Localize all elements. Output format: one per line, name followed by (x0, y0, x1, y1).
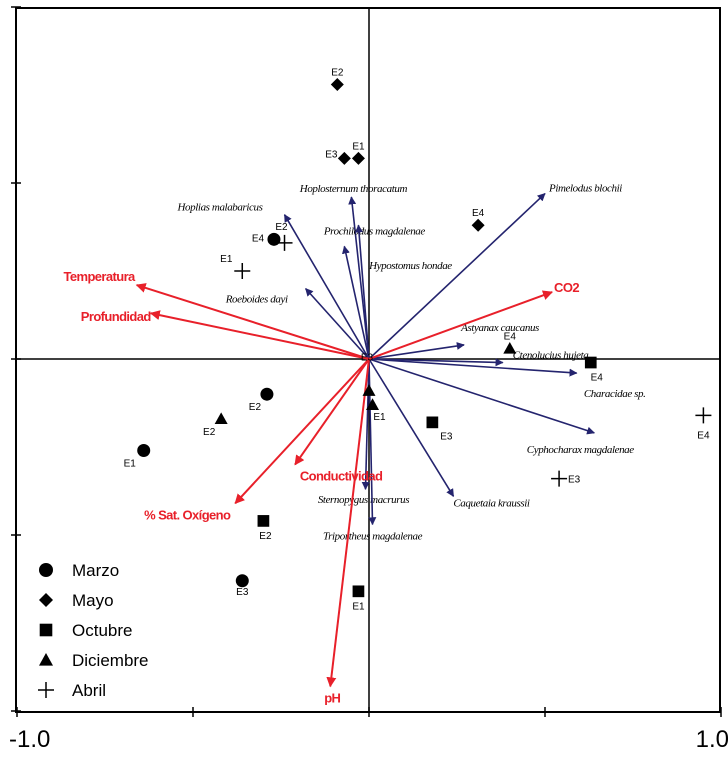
environmental-vectors: Temperatura Profundidad CO2 Conductividad % … (63, 269, 579, 705)
species-label-pimelodus-blochii: Pimelodus blochii (548, 183, 622, 195)
species-arrow-pimelodus-blochii (368, 192, 546, 360)
site-point-octubre-e3 (426, 416, 439, 429)
site-points: E1 E2 E3 E4 E1 E2 E3 E4 E1 E2 E3 E4 E1 E2 E3 E4 E1 E2 E3 E4 (124, 67, 712, 612)
axis-ticks (11, 6, 722, 717)
env-label-temperatura: Temperatura (63, 269, 136, 284)
species-vectors: Pimelodus blochii Hoplias malabaricus Hopl… (177, 183, 646, 543)
site-point-abril-e4 (695, 407, 712, 424)
env-arrow-profundidad (149, 310, 370, 360)
site-label-diciembre-e2: E2 (203, 427, 216, 438)
species-arrow-astyanax-caucanus (368, 342, 465, 360)
site-point-marzo-e3 (235, 574, 249, 588)
legend-marker-abril (38, 682, 54, 698)
species-label-sternopygus-macrurus: Sternopygus macrurus (318, 494, 409, 506)
site-label-octubre-e2: E2 (259, 531, 272, 542)
site-label-mayo-e2: E2 (331, 67, 344, 78)
species-label-roeboides-dayi: Roeboides dayi (225, 294, 288, 306)
species-label-characidae-sp: Characidae sp. (584, 388, 646, 400)
legend-label-diciembre: Diciembre (72, 651, 149, 670)
env-arrow-sat-ox-geno (234, 358, 370, 505)
species-arrow-cyphocharax-magdalenae (368, 358, 596, 435)
species-label-ctenolucius-hujeta: Ctenolucius hujeta (513, 350, 589, 362)
species-label-cyphocharax-magdalenae: Cyphocharax magdalenae (527, 444, 634, 456)
site-label-octubre-e1: E1 (352, 601, 365, 612)
env-label-conductividad: Conductividad (300, 469, 383, 484)
env-label-sat-ox-geno: % Sat. Oxígeno (144, 507, 231, 522)
site-point-octubre-e1 (352, 585, 365, 598)
site-point-mayo-e2 (330, 77, 344, 91)
site-label-octubre-e3: E3 (440, 431, 453, 442)
site-label-marzo-e2: E2 (249, 402, 262, 413)
site-label-abril-e2: E2 (275, 222, 288, 233)
site-point-diciembre-e2 (214, 412, 228, 425)
species-label-triportheus-magdalenae: Triportheus magdalenae (323, 530, 423, 542)
legend-marker-marzo (39, 563, 53, 577)
x-tick-labels: -1.0 1.0 (9, 726, 728, 753)
species-arrow-hypostomus-hondae (355, 224, 370, 360)
site-point-mayo-e4 (471, 218, 485, 232)
site-point-diciembre-e4 (503, 341, 517, 354)
site-label-marzo-e3: E3 (236, 587, 249, 598)
env-label-co2: CO2 (554, 280, 579, 295)
site-label-diciembre-e1: E1 (373, 412, 386, 423)
species-arrow-characidae-sp (368, 358, 578, 377)
site-label-abril-e3: E3 (568, 475, 581, 486)
site-point-abril-e1 (234, 263, 251, 279)
site-label-diciembre-e4: E4 (504, 331, 517, 342)
site-label-abril-e4: E4 (697, 430, 710, 441)
site-point-diciembre-e1 (366, 398, 380, 410)
site-label-abril-e1: E1 (220, 254, 233, 265)
legend-label-marzo: Marzo (72, 561, 119, 580)
site-point-abril-e3 (551, 470, 568, 487)
species-arrow-hoplosternum-thoracatum (348, 196, 370, 360)
site-point-diciembre-e3 (362, 384, 376, 396)
legend-label-abril: Abril (72, 681, 106, 700)
species-arrow-ctenolucius-hujeta (368, 358, 504, 367)
site-label-marzo-e4: E4 (252, 233, 265, 244)
site-point-mayo-e3 (337, 151, 351, 165)
legend-label-octubre: Octubre (72, 621, 132, 640)
site-point-octubre-e2 (257, 515, 270, 527)
species-label-hoplosternum-thoracatum: Hoplosternum thoracatum (299, 183, 408, 195)
legend: Marzo Mayo Octubre Diciembre Abril (38, 561, 149, 700)
site-point-mayo-e1 (351, 151, 365, 165)
legend-label-mayo: Mayo (72, 591, 114, 610)
site-point-octubre-e4 (584, 356, 597, 369)
site-point-abril-e2 (276, 234, 293, 251)
site-label-mayo-e3: E3 (325, 149, 338, 160)
species-arrow-prochilodus-magdalenae (341, 245, 370, 360)
species-label-hoplias-malabaricus: Hoplias malabaricus (177, 202, 263, 214)
env-arrow-ph (326, 358, 370, 688)
x-tick-label: -1.0 (9, 726, 50, 753)
env-arrow-co2 (368, 290, 553, 360)
legend-marker-mayo (39, 593, 53, 607)
species-arrow-sternopygus-macrurus (361, 358, 370, 491)
x-tick-label: 1.0 (696, 726, 728, 753)
legend-marker-octubre (39, 623, 53, 637)
legend-marker-diciembre (39, 653, 53, 666)
env-arrow-conductividad (294, 358, 370, 466)
site-label-octubre-e4: E4 (591, 373, 604, 384)
site-label-mayo-e1: E1 (352, 141, 365, 152)
species-label-caquetaia-kraussii: Caquetaia kraussii (453, 497, 530, 509)
species-arrow-roeboides-dayi (305, 288, 370, 360)
site-label-diciembre-e3: E3 (361, 353, 374, 364)
species-label-astyanax-caucanus: Astyanax caucanus (460, 322, 539, 334)
site-point-marzo-e1 (137, 444, 151, 458)
site-point-marzo-e4 (267, 232, 281, 246)
env-label-ph: pH (324, 690, 340, 705)
plot-frame (15, 7, 721, 713)
env-label-profundidad: Profundidad (81, 309, 152, 324)
species-label-prochilodus-magdalenae: Prochilodus magdalenae (323, 225, 426, 237)
species-arrow-caquetaia-kraussii (368, 358, 455, 497)
species-label-hypostomus-hondae: Hypostomus hondae (368, 260, 452, 272)
site-label-mayo-e4: E4 (472, 208, 485, 219)
species-arrow-hoplias-malabaricus (283, 213, 370, 360)
env-arrow-temperatura (135, 283, 370, 360)
site-label-marzo-e1: E1 (124, 459, 137, 470)
site-point-marzo-e2 (260, 387, 274, 401)
